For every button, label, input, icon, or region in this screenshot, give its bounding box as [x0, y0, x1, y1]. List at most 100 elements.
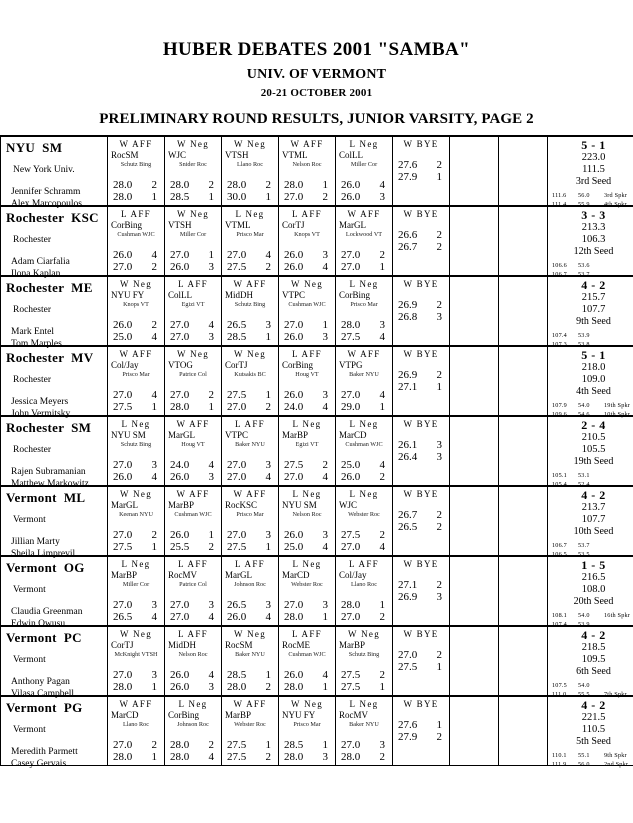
debater-name: Casey Gervais: [11, 758, 67, 769]
round-opponent: MarBP: [339, 639, 366, 650]
speaker-total: 107.4: [552, 620, 567, 628]
round-cell: W Neg NYU FY Prisco Mar 28.5 1 28.0 3: [278, 695, 336, 766]
speaker-rank: 3: [151, 458, 158, 471]
speaker-rank: 4: [379, 178, 386, 191]
team-seed: 3rd Seed: [575, 175, 612, 187]
round-scores: 27.6 2 27.9 1: [393, 159, 449, 183]
speaker-award-row: 111.6 56.0 3rd Spkr: [548, 191, 633, 200]
team-average-points: 107.7: [581, 513, 606, 525]
speaker-rank: 3: [322, 248, 329, 261]
debater-name: Jessica Meyers: [11, 396, 69, 407]
round-scores: 26.9 2 26.8 3: [393, 299, 449, 323]
round-cell: L Neg ColLL Miller Cor 26.0 4 26.0 3: [335, 135, 393, 207]
speaker-rank: 2: [208, 388, 215, 401]
speaker-score-row: 25.0 4: [336, 459, 392, 471]
speaker-rank: 3: [265, 528, 272, 541]
round-result: L AFF: [178, 558, 208, 569]
round-scores: 27.0 1 26.0 3: [279, 319, 335, 343]
speaker-score-row: 26.0 3: [165, 261, 221, 273]
speaker-rank: 2: [265, 178, 272, 191]
debater-list: Anthony Pagan Vilasa Campbell: [6, 676, 107, 700]
speaker-points: 26.1: [398, 438, 418, 451]
round-judge: Schutz Bing: [120, 160, 152, 168]
team-cell: Rochester SM Rochester Rajen Subramanian Ma…: [0, 415, 108, 489]
speaker-rank-award: 19th Spkr: [604, 401, 631, 409]
speaker-rank: 3: [208, 598, 215, 611]
speaker-award-list: 106.6 53.6 106.7 53.7: [548, 261, 633, 279]
round-judge: Prisco Mar: [236, 510, 264, 518]
round-judge: Cushman WJC: [174, 510, 212, 518]
speaker-rank: 3: [322, 528, 329, 541]
round-opponent: MidDH: [225, 289, 254, 300]
speaker-score-row: 27.5 1: [393, 661, 449, 673]
totals-cell: 4 - 2 221.5 110.5 5th Seed 110.1 55.1 9th Spkr…: [547, 695, 633, 768]
round-opponent: VTSH: [168, 219, 192, 230]
team-seed: 19th Seed: [573, 455, 614, 467]
team-seed: 4th Seed: [576, 385, 611, 397]
team-school: Rochester: [13, 304, 51, 315]
round-result: W Neg: [233, 628, 267, 639]
speaker-score-row: 24.0 4: [279, 401, 335, 413]
team-school: New York Univ.: [13, 164, 75, 175]
speaker-points: 28.0: [284, 610, 304, 623]
speaker-rank-award: 7th Spkr: [604, 690, 627, 698]
speaker-score-row: 27.5 1: [222, 541, 278, 553]
speaker-points: 27.0: [398, 648, 418, 661]
round-result: W Neg: [347, 628, 381, 639]
speaker-rank: 1: [208, 528, 215, 541]
round-result: W AFF: [233, 278, 267, 289]
speaker-rank: 4: [265, 248, 272, 261]
speaker-award-list: 108.1 54.0 16th Spkr 107.4 53.9: [548, 611, 633, 629]
debater-list: Meredith Parmett Casey Gervais: [6, 746, 107, 770]
speaker-score-row: 28.5 1: [222, 331, 278, 343]
speaker-points: 27.0: [341, 248, 361, 261]
speaker-score-row: 27.5 2: [336, 529, 392, 541]
debater-name: Rajen Subramanian: [11, 466, 86, 477]
speaker-rank: 4: [208, 668, 215, 681]
round-opponent: RocKSC: [225, 499, 258, 510]
team-cell: Rochester MV Rochester Jessica Meyers John …: [0, 345, 108, 419]
team-seed: 10th Seed: [573, 525, 614, 537]
speaker-score-row: 27.5 1: [108, 401, 164, 413]
round-cell: L Neg MarBP Miller Cor 27.0 3 26.5 4: [107, 555, 165, 627]
round-result: L Neg: [235, 208, 265, 219]
team-record: 5 - 1: [581, 347, 606, 362]
round-opponent: Col/Jay: [111, 359, 139, 370]
round-result: L Neg: [349, 278, 379, 289]
speaker-score-row: 28.0 1: [279, 681, 335, 693]
round-result: L Neg: [178, 698, 208, 709]
speaker-score-row: 27.5 2: [279, 459, 335, 471]
debater-list: Mark Entel Tom Marples: [6, 326, 107, 350]
speaker-score-row: 27.1 2: [393, 579, 449, 591]
speaker-points: 28.0: [113, 178, 133, 191]
team-seed: 5th Seed: [576, 735, 611, 747]
round-cell: L Neg CorBing Johnson Roc 28.0 2 28.0 4: [164, 695, 222, 766]
speaker-rank: 3: [322, 330, 329, 343]
debater-name: Matthew Markowitz: [11, 478, 89, 489]
speaker-score-row: 27.0 3: [222, 459, 278, 471]
round-opponent: RocSM: [111, 149, 139, 160]
round-scores: 28.5 1 28.0 3: [279, 739, 335, 763]
round-opponent: VTML: [282, 149, 308, 160]
speaker-award-row: 105.4 52.4: [548, 480, 633, 489]
speaker-points: 28.0: [170, 750, 190, 763]
round-cell: L AFF CorTJ Knops VT 26.0 3 26.0 4: [278, 205, 336, 277]
round-scores: 27.5 2 27.0 4: [279, 459, 335, 483]
speaker-award-row: 106.7 53.7: [548, 270, 633, 279]
round-result: L AFF: [292, 628, 322, 639]
totals-cell: 3 - 3 213.3 106.3 12th Seed 106.6 53.6 106.7 53…: [547, 205, 633, 279]
team-cell: Rochester ME Rochester Mark Entel Tom Marpl…: [0, 275, 108, 349]
speaker-score-row: 26.7 2: [393, 509, 449, 521]
round-opponent: MarGL: [111, 499, 138, 510]
team-code: Rochester ME: [6, 279, 93, 295]
speaker-score-row: 26.8 3: [393, 311, 449, 323]
speaker-points: 26.0: [284, 260, 304, 273]
speaker-rank: 1: [151, 540, 158, 553]
round-result: W Neg: [176, 208, 210, 219]
speaker-score-row: 27.9 1: [393, 171, 449, 183]
speaker-rank: 4: [151, 470, 158, 483]
round-scores: 28.0 1 27.0 2: [279, 179, 335, 203]
round-cell: W Neg VTSH Miller Cor 27.0 1 26.0 3: [164, 205, 222, 277]
speaker-score-row: 27.0 3: [279, 599, 335, 611]
round-cell: W AFF Col/Jay Prisco Mar 27.0 4 27.5 1: [107, 345, 165, 417]
